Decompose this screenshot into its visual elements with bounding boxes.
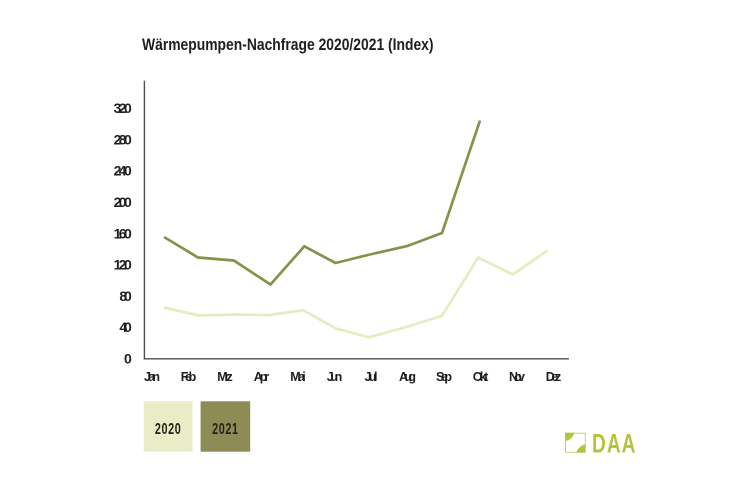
svg-text:40: 40	[119, 319, 132, 335]
svg-text:Dez: Dez	[546, 370, 563, 384]
svg-text:Apr: Apr	[254, 370, 271, 384]
svg-text:80: 80	[119, 288, 132, 304]
svg-text:0: 0	[124, 351, 133, 367]
svg-text:2020: 2020	[155, 421, 182, 438]
svg-text:Aug: Aug	[399, 370, 417, 384]
svg-text:Jan: Jan	[144, 370, 161, 384]
svg-text:Mrz: Mrz	[217, 370, 234, 384]
svg-text:Nov: Nov	[509, 370, 526, 384]
svg-text:Sep: Sep	[436, 370, 453, 384]
svg-text:160: 160	[114, 225, 133, 241]
svg-text:Okt: Okt	[473, 370, 490, 384]
svg-text:200: 200	[114, 194, 133, 210]
svg-text:DAA: DAA	[592, 428, 637, 458]
svg-text:Feb: Feb	[181, 370, 198, 384]
svg-text:Jun: Jun	[327, 370, 344, 384]
svg-text:120: 120	[114, 257, 133, 273]
svg-text:320: 320	[114, 100, 133, 116]
svg-text:Wärmepumpen-Nachfrage 2020/202: Wärmepumpen-Nachfrage 2020/2021 (Index)	[142, 35, 434, 54]
svg-text:Jul: Jul	[365, 370, 379, 384]
svg-text:Mai: Mai	[290, 370, 307, 384]
svg-text:280: 280	[114, 131, 133, 147]
svg-text:240: 240	[114, 163, 133, 179]
svg-text:2021: 2021	[212, 421, 239, 438]
